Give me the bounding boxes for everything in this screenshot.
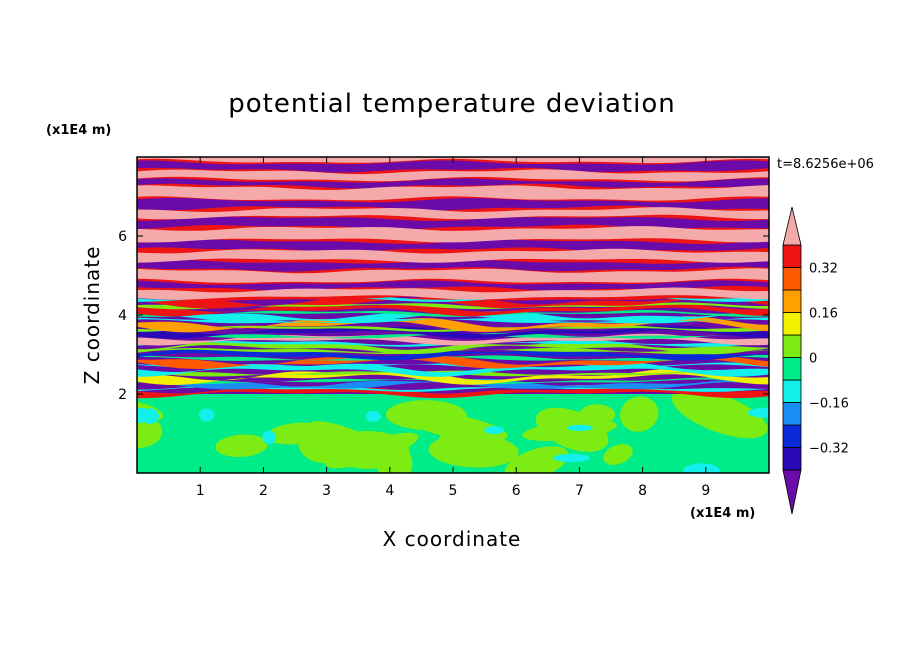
colorbar-segment xyxy=(782,244,802,268)
upper-positive-band xyxy=(137,169,769,182)
lower-positive-blob xyxy=(266,422,325,445)
lower-layer-field xyxy=(137,388,769,473)
colorbar-tick-label: −0.16 xyxy=(809,397,849,412)
x-tick-label: 9 xyxy=(701,483,710,499)
lower-positive-blob xyxy=(671,388,768,439)
y-axis: 2 4 6 xyxy=(118,229,769,403)
colorbar-tick-label: 0.32 xyxy=(809,262,838,277)
colorbar-upper-extension xyxy=(782,206,802,246)
colorbar-segment xyxy=(782,357,802,381)
y-axis-unit: (x1E4 m) xyxy=(46,123,111,138)
lower-negative-blob xyxy=(198,408,215,422)
x-tick-label: 1 xyxy=(196,483,205,499)
upper-positive-band xyxy=(137,185,769,201)
lower-negative-blob xyxy=(683,463,720,473)
lower-positive-blob xyxy=(580,404,616,424)
upper-layer-bands xyxy=(137,157,769,399)
x-axis: 1 2 3 4 5 6 7 8 9 xyxy=(196,157,710,499)
upper-positive-band xyxy=(137,268,769,283)
x-tick-label: 6 xyxy=(512,483,521,499)
mid-band xyxy=(137,369,769,385)
colorbar-segment xyxy=(782,379,802,403)
colorbar-segment xyxy=(782,289,802,313)
mid-band xyxy=(137,354,769,369)
mid-band-thin xyxy=(137,362,769,369)
upper-positive-band xyxy=(137,226,769,243)
lower-negative-blob xyxy=(484,425,504,435)
mid-band-thin xyxy=(137,317,769,324)
colorbar-segment xyxy=(782,402,802,426)
colorbar-tick-label: −0.32 xyxy=(809,442,849,457)
upper-positive-band xyxy=(137,248,769,263)
x-tick-label: 8 xyxy=(638,483,647,499)
contour-field xyxy=(137,157,769,473)
lower-positive-blob xyxy=(404,411,508,442)
mid-band xyxy=(137,310,769,323)
colorbar-segment xyxy=(782,312,802,336)
lower-positive-blob xyxy=(620,396,659,432)
y-axis-label: Z coordinate xyxy=(80,246,104,385)
lower-negative-blob xyxy=(566,424,593,432)
upper-positive-band xyxy=(137,207,769,220)
mid-band-thin xyxy=(137,355,769,361)
colorbar-segment xyxy=(782,447,802,471)
colorbar-tick-label: 0 xyxy=(809,352,817,367)
lower-positive-blob xyxy=(603,444,633,465)
x-axis-label: X coordinate xyxy=(383,527,522,551)
mid-band-thin xyxy=(137,332,769,339)
time-label: t=8.6256e+06 xyxy=(777,157,874,172)
y-tick-label: 4 xyxy=(118,308,127,324)
mid-band-thin xyxy=(137,347,769,355)
colorbar-segment xyxy=(782,334,802,358)
y-tick-label: 2 xyxy=(118,387,127,403)
chart-title: potential temperature deviation xyxy=(228,89,675,119)
mid-band xyxy=(137,378,769,390)
lower-negative-blob xyxy=(262,430,276,445)
y-tick-label: 6 xyxy=(118,229,127,245)
colorbar: 0.32 0.16 0 −0.16 −0.32 xyxy=(782,206,849,515)
x-axis-unit: (x1E4 m) xyxy=(690,506,755,521)
mid-band xyxy=(137,316,769,333)
x-tick-label: 7 xyxy=(575,483,584,499)
colorbar-lower-extension xyxy=(782,469,802,515)
colorbar-segment xyxy=(782,267,802,291)
x-tick-label: 2 xyxy=(259,483,268,499)
x-tick-label: 4 xyxy=(385,483,394,499)
colorbar-tick-label: 0.16 xyxy=(809,307,838,322)
x-tick-label: 5 xyxy=(449,483,458,499)
lower-negative-blob xyxy=(747,407,769,418)
lower-positive-blob xyxy=(504,446,569,473)
lower-negative-blob xyxy=(141,408,159,424)
colorbar-segment xyxy=(782,424,802,448)
x-tick-label: 3 xyxy=(322,483,331,499)
upper-positive-band xyxy=(137,287,769,300)
lower-negative-blob xyxy=(365,411,381,422)
lower-positive-blob xyxy=(309,421,385,454)
lower-positive-blob xyxy=(215,434,268,457)
upper-positive-band xyxy=(137,157,769,164)
lower-negative-blob xyxy=(553,453,590,463)
mid-band-thin xyxy=(137,310,769,317)
